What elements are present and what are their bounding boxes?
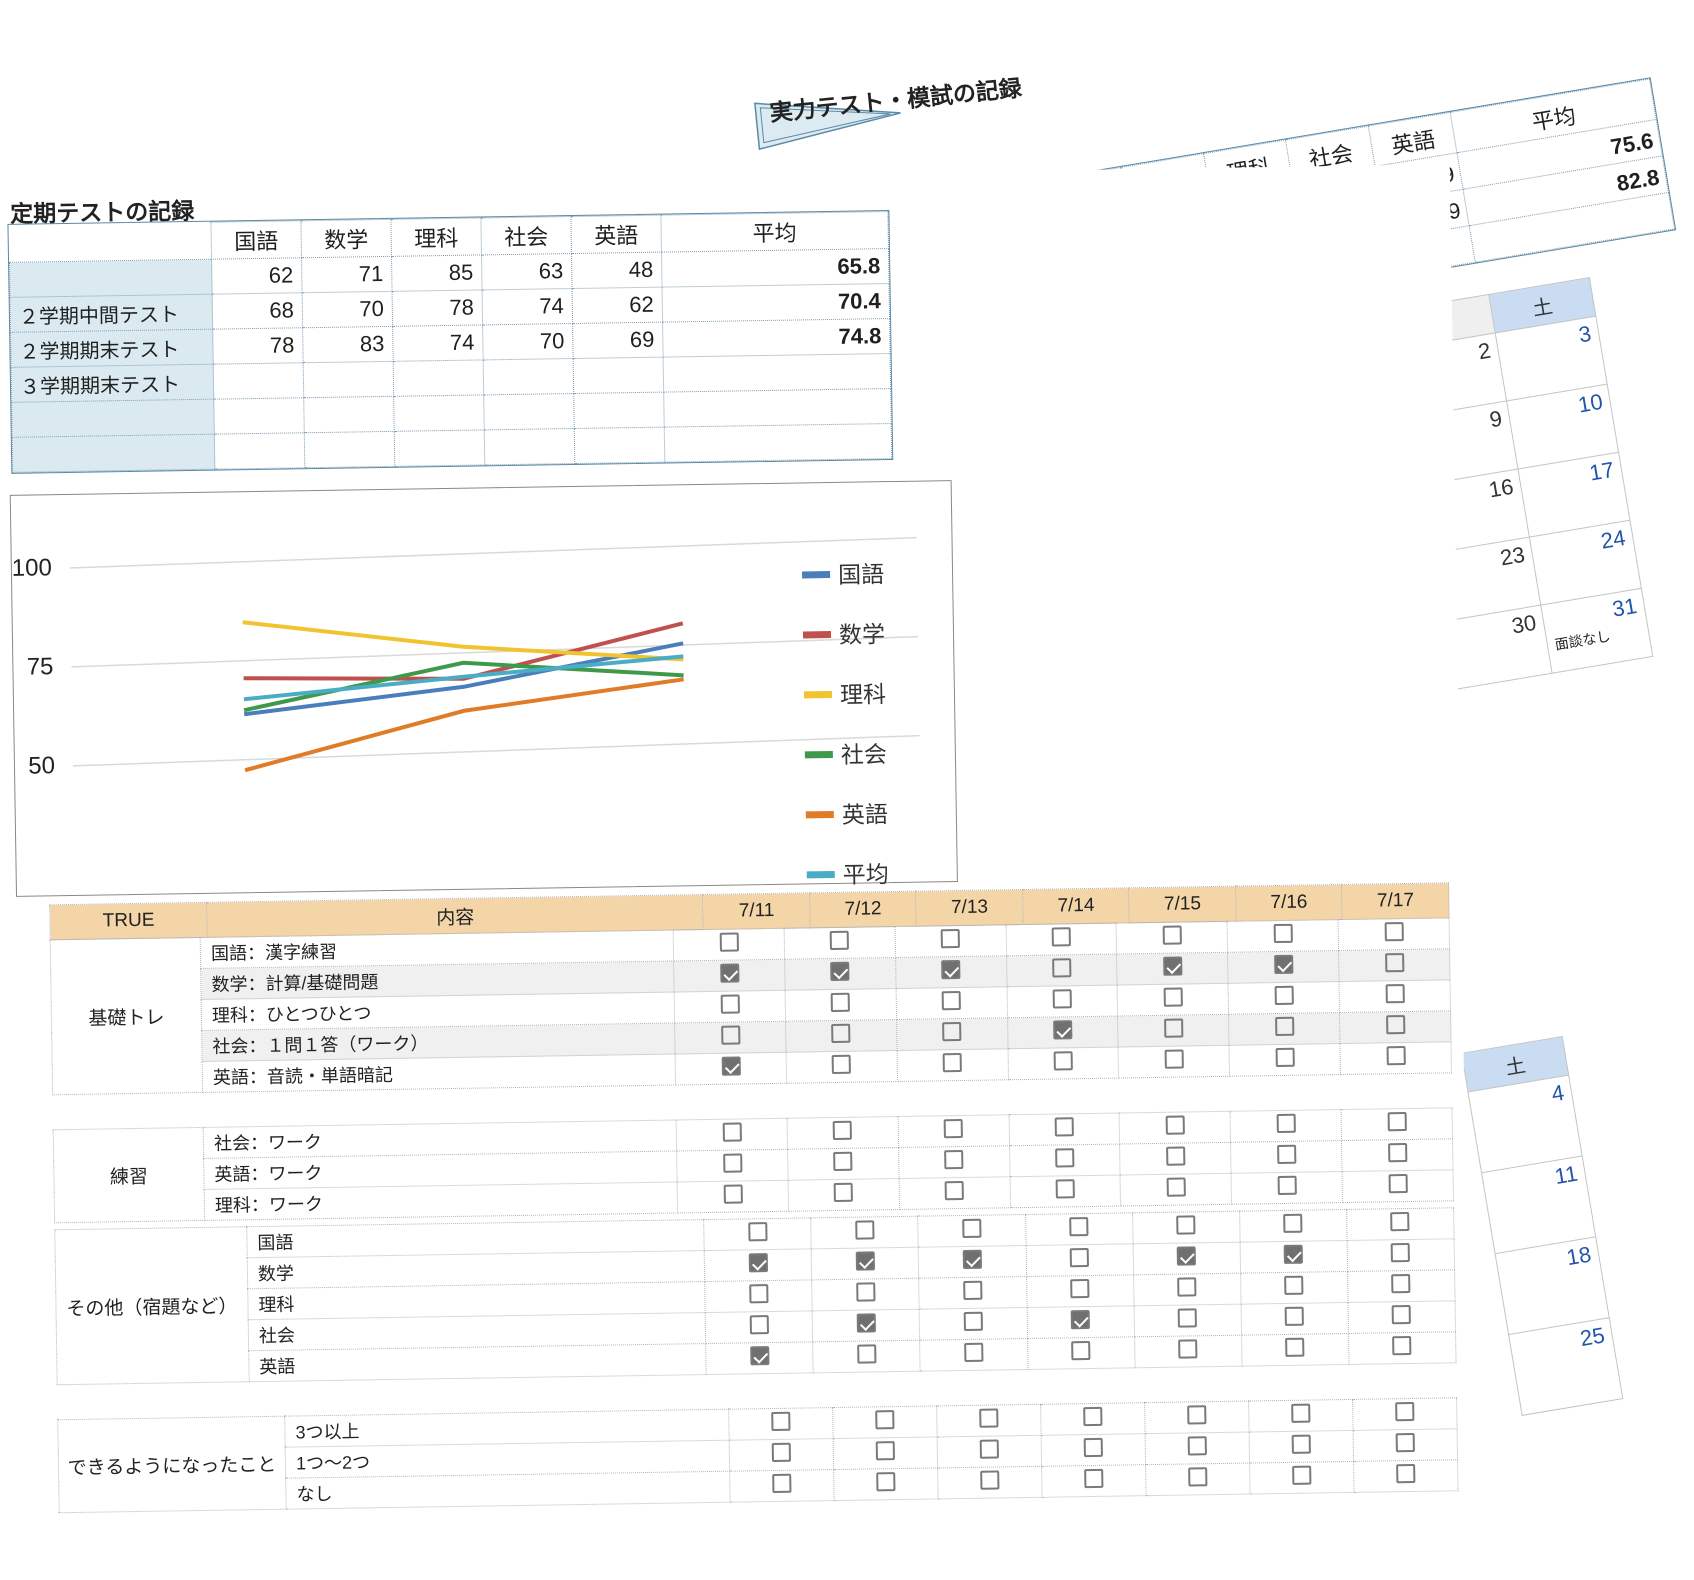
svg-text:平均: 平均 — [843, 861, 889, 888]
svg-text:数学: 数学 — [839, 621, 885, 648]
svg-text:国語: 国語 — [838, 561, 884, 588]
svg-text:50: 50 — [28, 752, 55, 779]
svg-text:100: 100 — [12, 554, 52, 582]
svg-text:理科: 理科 — [840, 681, 886, 708]
svg-text:75: 75 — [27, 653, 54, 680]
svg-text:社会: 社会 — [841, 741, 887, 768]
svg-text:英語: 英語 — [842, 801, 888, 828]
